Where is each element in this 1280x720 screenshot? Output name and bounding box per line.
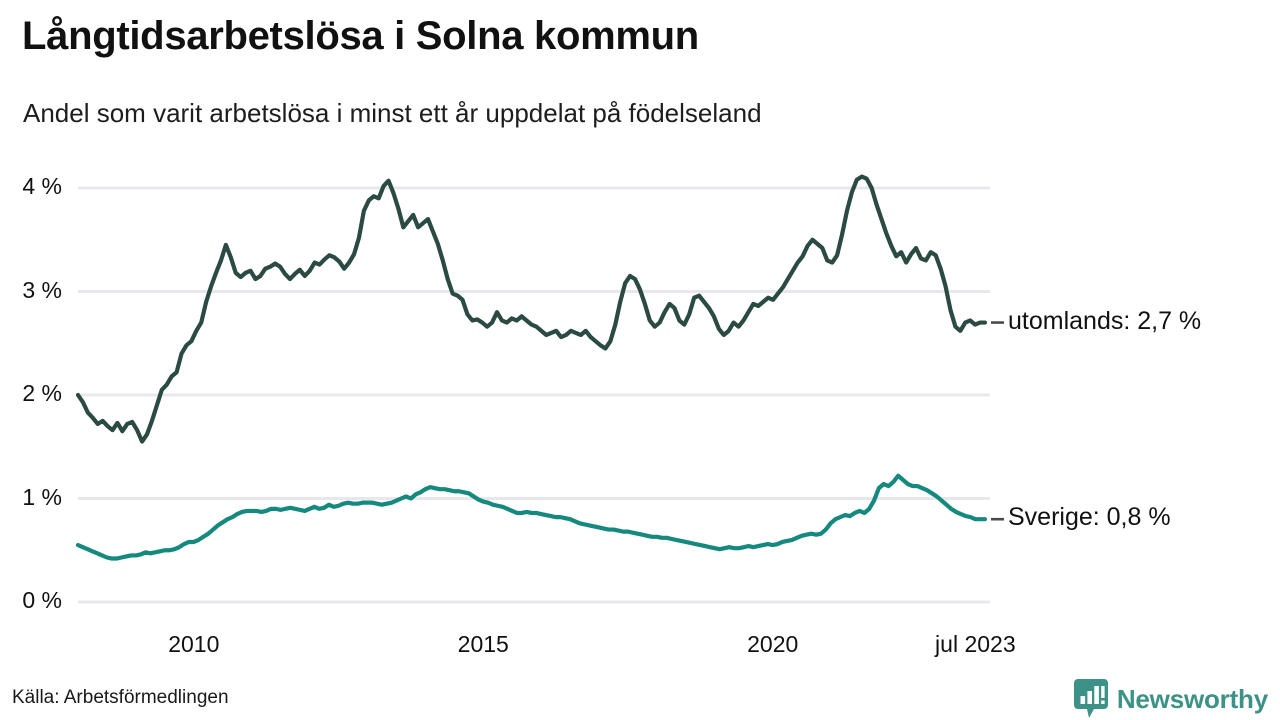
logo-wordmark: Newsworthy xyxy=(1116,683,1268,714)
bar-chart-speech-bubble-icon xyxy=(1073,679,1108,718)
label-connector-dashes xyxy=(991,321,1004,521)
y-axis-tick-0: 0 % xyxy=(22,587,62,613)
y-axis-tick-3: 3 % xyxy=(22,276,62,303)
y-axis-tick-1: 1 % xyxy=(22,483,62,510)
series-lines xyxy=(75,174,988,561)
newsworthy-logo[interactable]: Newsworthy xyxy=(1073,679,1268,719)
page-subtitle: Andel som varit arbetslösa i minst ett å… xyxy=(23,98,762,128)
x-axis-tick-2020: 2020 xyxy=(747,631,799,657)
source-note: Källa: Arbetsförmedlingen xyxy=(12,687,229,708)
x-axis-tick-2015: 2015 xyxy=(457,631,509,657)
gridlines xyxy=(78,186,990,604)
series-line-utomlands xyxy=(75,174,988,444)
series-label-utomlands: utomlands: 2,7 % xyxy=(1008,306,1202,335)
x-axis-tick-jul-2023: jul 2023 xyxy=(935,631,1016,657)
x-axis-tick-2010: 2010 xyxy=(168,631,220,657)
series-line-sverige xyxy=(75,473,988,561)
page-title: Långtidsarbetslösa i Solna kommun xyxy=(22,14,699,58)
y-axis-tick-4: 4 % xyxy=(22,173,62,199)
series-label-sverige: Sverige: 0,8 % xyxy=(1008,503,1171,532)
y-axis-tick-2: 2 % xyxy=(22,380,62,406)
